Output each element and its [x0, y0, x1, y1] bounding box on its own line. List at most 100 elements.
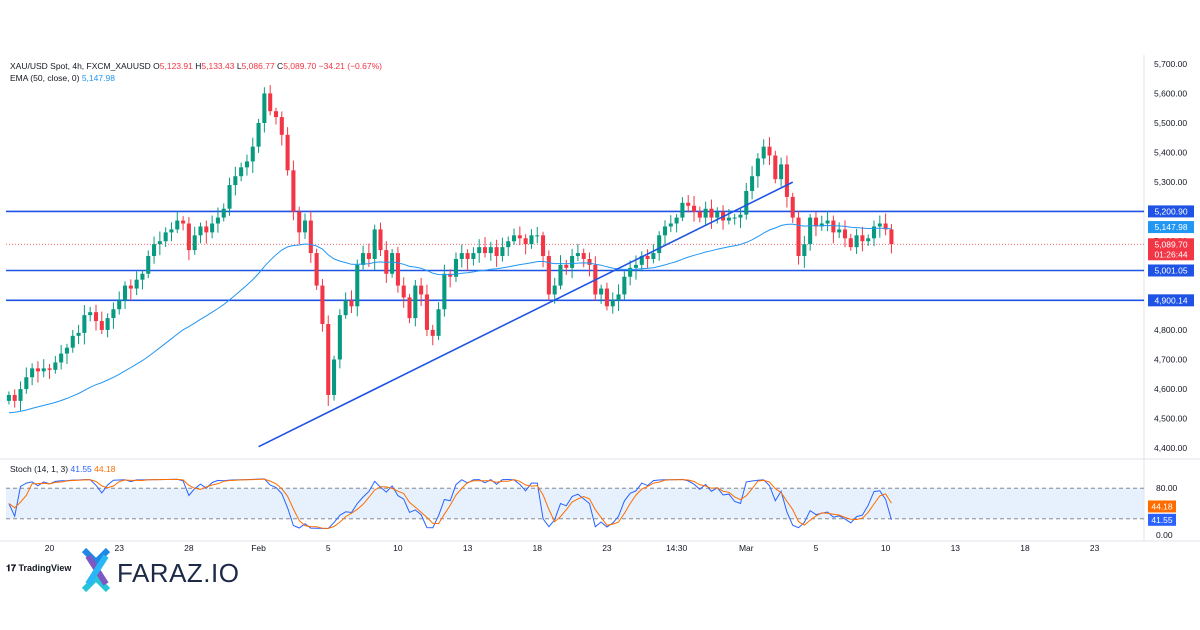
x-tick-label: 13 [463, 543, 473, 553]
y-tick-label: 5,400.00 [1154, 148, 1187, 158]
candle-body [616, 294, 621, 301]
candle-body [459, 253, 464, 259]
candles-group [6, 85, 894, 411]
candle-body [239, 167, 244, 177]
candle-body [633, 264, 638, 268]
y-tick-label: 5,600.00 [1154, 88, 1187, 98]
candle-body [111, 309, 116, 319]
candle-body [796, 217, 801, 257]
candle-body [651, 253, 656, 259]
x-tick-label: 28 [184, 543, 194, 553]
price-tag-label: 5,147.98 [1154, 222, 1187, 232]
low-label: L [236, 61, 242, 71]
stoch-d-tag-label: 44.18 [1151, 501, 1173, 511]
candle-body [314, 253, 319, 286]
candle-body [233, 176, 238, 186]
candle-body [273, 111, 279, 118]
candle-body [105, 318, 110, 330]
ema-legend: EMA (50, close, 0) 5,147.98 [10, 73, 115, 83]
candle-body [639, 256, 644, 265]
price-tag-label: 5,089.70 [1154, 239, 1187, 249]
candle-body [291, 170, 296, 212]
x-tick-label: 13 [951, 543, 961, 553]
stoch-tick-label: 0.00 [1156, 530, 1173, 540]
candle-body [877, 223, 882, 227]
candle-body [779, 164, 784, 180]
candle-body [790, 196, 795, 218]
candle-body [244, 161, 249, 168]
candle-body [279, 117, 284, 135]
x-tick-label: 10 [881, 543, 891, 553]
tradingview-logo-icon: 𝟏𝟕 [6, 563, 17, 573]
ema-line [8, 223, 892, 414]
trendline [258, 181, 794, 448]
level-price-tag [1148, 264, 1194, 277]
candle-body [552, 285, 557, 295]
candle-body [442, 273, 447, 310]
candle-body [662, 226, 668, 236]
candle-body [767, 146, 772, 156]
candle-body [227, 185, 232, 209]
stoch-k-tag-label: 41.55 [1151, 515, 1173, 525]
candle-body [448, 273, 453, 277]
candle-body [140, 273, 145, 280]
candle-body [372, 229, 377, 259]
x-tick-label: 23 [1090, 543, 1100, 553]
candle-body [407, 297, 412, 319]
candle-body [413, 285, 418, 319]
y-tick-label: 5,300.00 [1154, 177, 1187, 187]
candle-body [883, 223, 888, 230]
candle-body [337, 315, 342, 360]
candle-body [12, 394, 17, 401]
candle-body [535, 235, 540, 237]
candle-body [668, 223, 673, 227]
candle-body [686, 202, 691, 206]
candle-body [390, 253, 395, 274]
high-value: 5,133.43 [201, 61, 235, 71]
candle-body [134, 279, 139, 289]
faraz-logo-icon [81, 548, 111, 592]
candle-body [181, 220, 186, 224]
candle-body [204, 226, 209, 233]
candle-body [680, 202, 685, 218]
candle-body [691, 205, 697, 212]
candle-body [831, 220, 836, 233]
candle-body [88, 312, 93, 316]
candle-body [889, 229, 894, 245]
countdown-label: 01:26:44 [1154, 249, 1187, 259]
candle-body [268, 93, 273, 112]
y-tick-label: 4,500.00 [1154, 414, 1187, 424]
price-tag [1148, 221, 1194, 234]
candle-body [175, 220, 180, 230]
candle-body [546, 256, 551, 295]
candle-body [529, 235, 534, 245]
x-tick-label: 5 [814, 543, 819, 553]
candle-body [82, 315, 87, 333]
x-tick-label: 20 [45, 543, 55, 553]
candle-body [570, 256, 575, 268]
level-price-tag [1148, 294, 1194, 307]
candle-body [349, 300, 354, 307]
y-tick-label: 4,400.00 [1154, 443, 1187, 453]
candle-body [697, 211, 702, 218]
candle-body [802, 244, 807, 257]
stoch-d-tag [1148, 500, 1176, 513]
y-tick-label: 5,500.00 [1154, 118, 1187, 128]
candle-body [343, 300, 348, 316]
candle-body [564, 264, 569, 268]
candle-body [378, 229, 383, 251]
level-price-tag [1148, 205, 1194, 218]
candle-body [674, 217, 679, 224]
candle-body [285, 134, 290, 171]
candle-body [517, 235, 522, 239]
x-tick-label: 18 [1020, 543, 1030, 553]
candle-body [587, 258, 592, 265]
candle-body [860, 235, 865, 242]
candle-body [361, 253, 366, 265]
candle-body [6, 394, 11, 401]
candle-body [215, 217, 220, 224]
candle-body [575, 253, 580, 257]
candle-body [558, 264, 563, 286]
candle-body [122, 285, 128, 301]
